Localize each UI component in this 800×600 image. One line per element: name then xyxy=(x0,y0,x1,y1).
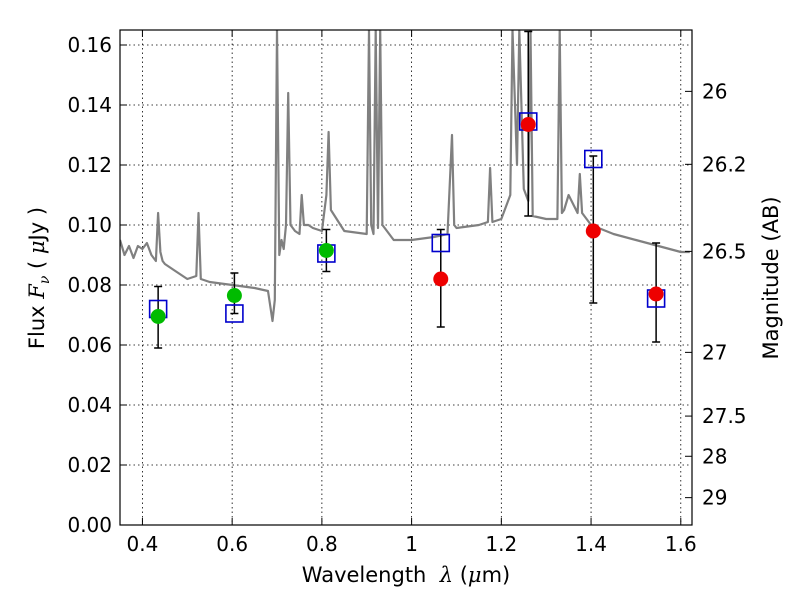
y-tick-label: 0.10 xyxy=(67,213,112,237)
photometry-point xyxy=(648,286,664,302)
photometry-point xyxy=(585,223,601,239)
y-tick-label: 0.02 xyxy=(67,453,112,477)
x-tick-label: 1.2 xyxy=(485,532,517,556)
x-tick-label: 1 xyxy=(405,532,418,556)
photometry-point xyxy=(150,309,166,324)
plot-frame xyxy=(119,29,693,526)
y2-tick-label: 29 xyxy=(702,486,727,510)
y-axis-label: Flux Fν ( μJy ) xyxy=(25,207,53,349)
x-tick-label: 0.4 xyxy=(127,532,159,556)
photometry-point xyxy=(226,288,242,303)
photometry-point xyxy=(318,243,334,258)
x-axis-label: Wavelength λ (μm) xyxy=(302,563,510,587)
plot-area xyxy=(120,30,690,349)
spectrum-line xyxy=(120,30,690,323)
y2-tick-label: 26 xyxy=(702,79,727,103)
x-tick-label: 0.6 xyxy=(216,532,248,556)
y2-axis-label: Magnitude (AB) xyxy=(759,196,783,359)
model-square-point xyxy=(431,233,451,253)
x-tick-label: 1.4 xyxy=(575,532,607,556)
model-square-point xyxy=(584,149,603,169)
photometry-point xyxy=(520,117,536,132)
y-tick-label: 0.04 xyxy=(67,393,112,417)
y2-tick-label: 26.2 xyxy=(702,152,747,176)
y-tick-label: 0.08 xyxy=(67,273,112,297)
x-tick-label: 0.8 xyxy=(306,532,338,556)
spectrum xyxy=(120,30,690,323)
grid-lines xyxy=(120,30,692,526)
y-tick-label: 0.14 xyxy=(67,93,112,117)
y2-tick-label: 28 xyxy=(702,444,727,468)
y-tick-label: 0.12 xyxy=(67,153,112,177)
y-tick-label: 0.06 xyxy=(67,333,112,357)
y2-tick-label: 26.5 xyxy=(702,239,747,263)
y2-tick-label: 27.5 xyxy=(702,404,747,428)
axis-ticks: 0.4 0.6 0.8 1 1.2 1.4 1.6 0.00 0.02 0.04 0.06 0.08 0… xyxy=(67,30,747,556)
photometry-point xyxy=(433,271,449,287)
y-tick-label: 0.00 xyxy=(67,513,112,537)
y2-tick-label: 27 xyxy=(702,340,727,364)
y-tick-label: 0.16 xyxy=(67,33,112,57)
x-tick-label: 1.6 xyxy=(665,532,697,556)
photometry-points xyxy=(148,30,666,349)
model-square-point xyxy=(225,304,244,323)
